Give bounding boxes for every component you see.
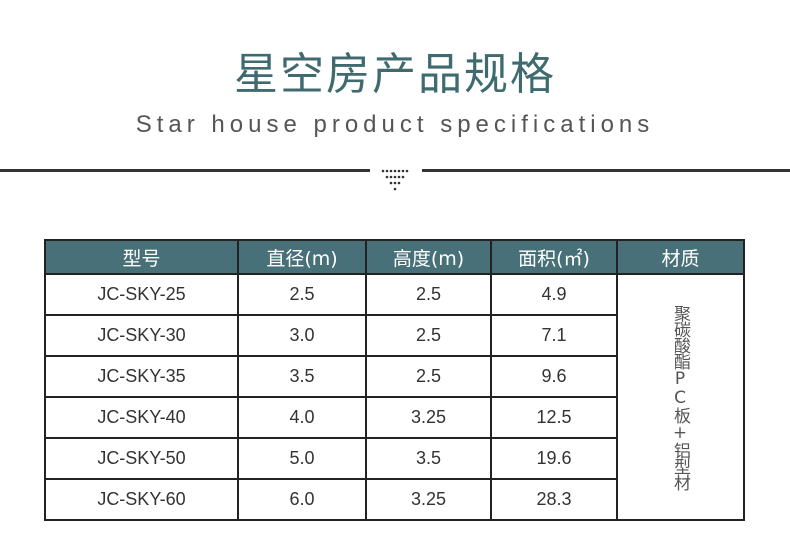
table-cell: 9.6 <box>490 355 618 398</box>
table-cell: 3.0 <box>237 314 367 357</box>
table-cell: JC-SKY-40 <box>44 396 239 439</box>
table-cell: 19.6 <box>490 437 618 480</box>
ornament-dot <box>397 175 401 179</box>
table-row: JC-SKY-30 3.0 2.5 7.1 <box>44 314 744 357</box>
table-cell: JC-SKY-50 <box>44 437 239 480</box>
column-header: 材质 <box>616 239 745 275</box>
table-cell: 2.5 <box>365 314 492 357</box>
table-cell: 2.5 <box>365 355 492 398</box>
ornament-dot <box>405 169 409 173</box>
divider-left <box>0 169 370 172</box>
ornament-dot <box>389 175 393 179</box>
table-cell: 3.25 <box>365 478 492 521</box>
column-header: 面积(㎡) <box>490 239 618 275</box>
table-cell: 2.5 <box>365 273 492 316</box>
ornament-dot <box>389 181 393 185</box>
ornament-dot <box>401 175 405 179</box>
table-cell: 7.1 <box>490 314 618 357</box>
table-cell: 3.5 <box>365 437 492 480</box>
table-cell: 28.3 <box>490 478 618 521</box>
column-header: 型号 <box>44 239 239 275</box>
table-row: JC-SKY-50 5.0 3.5 19.6 <box>44 437 744 480</box>
table-row: JC-SKY-25 2.5 2.5 4.9 聚碳酸酯PC板+铝型材 <box>44 273 745 521</box>
ornament-dot <box>397 181 401 185</box>
triangle-dots-ornament <box>381 169 409 191</box>
ornament-dot <box>393 187 397 191</box>
table-cell: 2.5 <box>237 273 367 316</box>
ornament-dot <box>381 169 385 173</box>
divider-right <box>422 169 790 172</box>
table-cell: JC-SKY-25 <box>44 273 239 316</box>
table-cell: 5.0 <box>237 437 367 480</box>
page-title: 星空房产品规格 <box>234 49 556 100</box>
column-header: 直径(m) <box>237 239 367 275</box>
table-cell: 12.5 <box>490 396 618 439</box>
table-cell: 3.25 <box>365 396 492 439</box>
table-row: JC-SKY-40 4.0 3.25 12.5 <box>44 396 744 439</box>
table-row: JC-SKY-35 3.5 2.5 9.6 <box>44 355 744 398</box>
page-subtitle: Star house product specifications <box>135 111 655 138</box>
ornament-dot <box>401 169 405 173</box>
table-cell: JC-SKY-30 <box>44 314 239 357</box>
table-cell: 4.9 <box>490 273 618 316</box>
ornament-dot <box>393 175 397 179</box>
ornament-dot <box>385 169 389 173</box>
spec-table: 型号 直径(m) 高度(m) 面积(㎡) 材质 JC-SKY-25 2.5 2.5 4.9 聚碳… <box>44 239 745 521</box>
table-row: JC-SKY-60 6.0 3.25 28.3 <box>44 478 744 521</box>
ornament-dot <box>389 169 393 173</box>
table-cell: JC-SKY-35 <box>44 355 239 398</box>
material-cell: 聚碳酸酯PC板+铝型材 <box>616 273 745 521</box>
ornament-dot <box>397 169 401 173</box>
table-cell: 4.0 <box>237 396 367 439</box>
table-cell: 3.5 <box>237 355 367 398</box>
ornament-dot <box>393 169 397 173</box>
column-header: 高度(m) <box>365 239 492 275</box>
ornament-dot <box>393 181 397 185</box>
ornament-dot <box>385 175 389 179</box>
table-cell: JC-SKY-60 <box>44 478 239 521</box>
table-cell: 6.0 <box>237 478 367 521</box>
